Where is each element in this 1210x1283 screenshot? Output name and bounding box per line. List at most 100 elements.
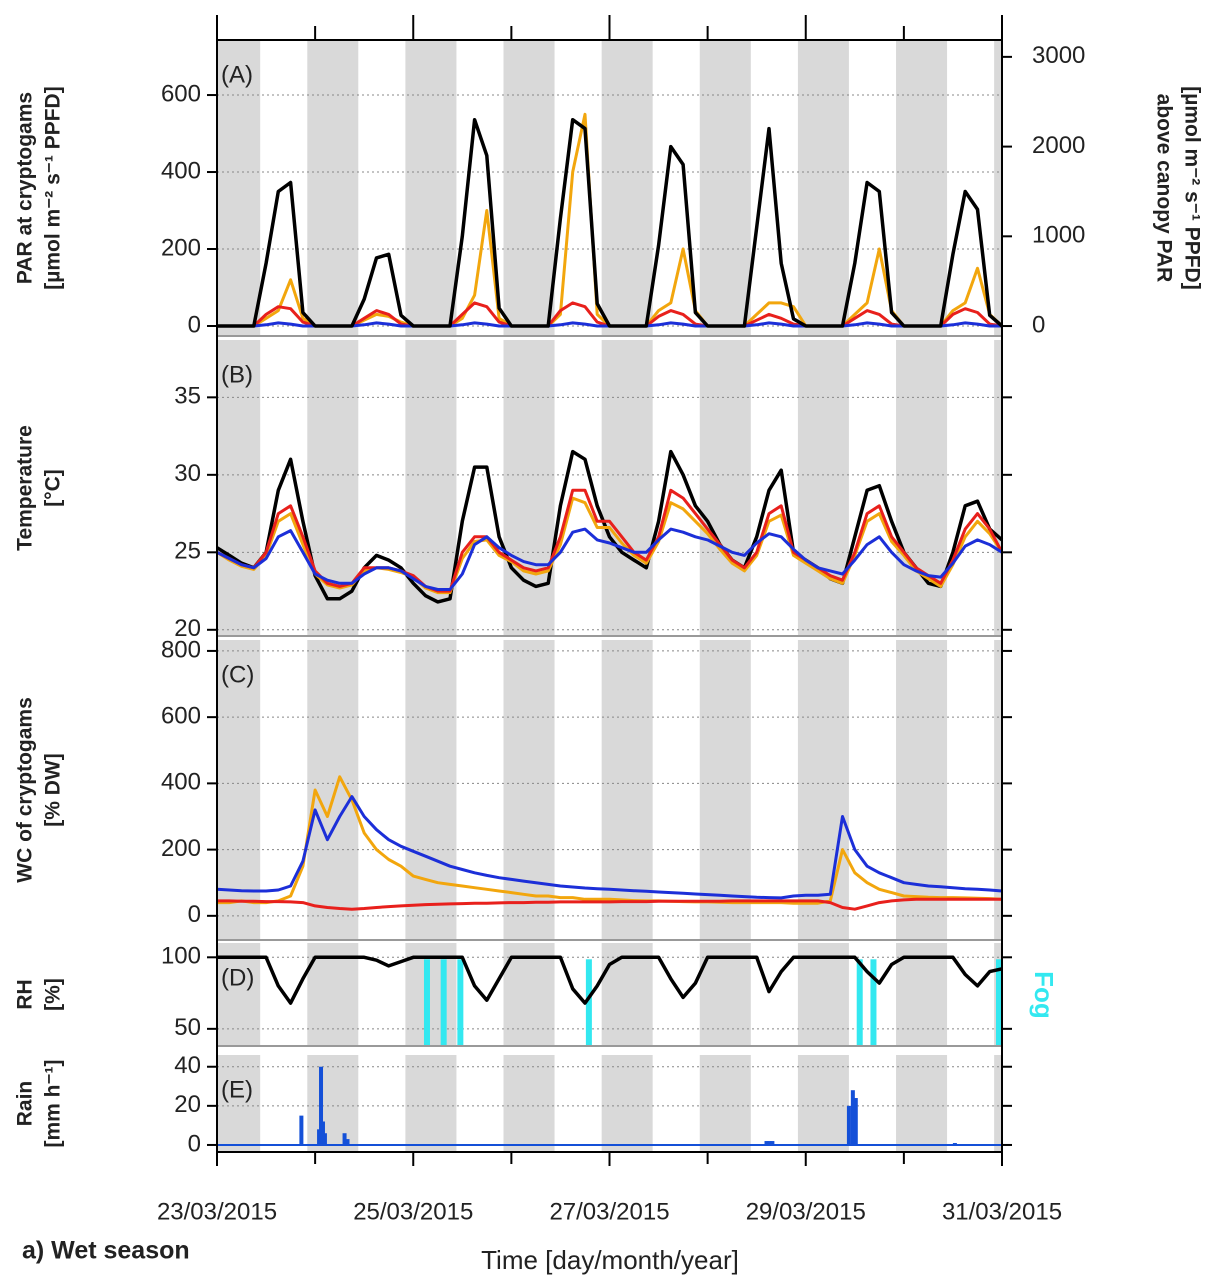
fog-bar [440, 959, 447, 1046]
night-shading [601, 340, 653, 636]
fog-bar [585, 959, 592, 1046]
y-tick-label: 0 [188, 1130, 201, 1157]
night-shading [405, 1055, 457, 1152]
rain-bar [846, 1105, 851, 1145]
night-shading [699, 40, 751, 336]
night-shading [307, 40, 359, 336]
night-shading [503, 1055, 555, 1152]
night-shading [797, 40, 849, 336]
data-line [216, 496, 1004, 595]
night-shading [699, 1055, 751, 1152]
y2-axis-title: above canopy PAR [1152, 94, 1175, 283]
data-line [216, 449, 1004, 604]
y-tick-label: 30 [174, 460, 201, 487]
rain-bar [850, 1090, 855, 1145]
panel-label: (A) [221, 61, 253, 88]
night-shading [896, 640, 948, 940]
night-shading [994, 340, 1002, 636]
y-axis-title: [mm h⁻¹] [42, 1059, 65, 1147]
night-shading [896, 340, 948, 636]
x-tick-label: 27/03/2015 [549, 1198, 669, 1225]
y2-axis-title: [µmol m⁻² s⁻¹ PPFD] [1180, 86, 1203, 289]
y-axis-title: Rain [14, 1081, 37, 1127]
rain-bar [299, 1115, 304, 1145]
data-line [217, 897, 1002, 911]
y-tick-label: 40 [174, 1052, 201, 1079]
y-axis-title: RH [14, 979, 37, 1009]
night-shading [896, 40, 948, 336]
night-shading [797, 640, 849, 940]
night-shading [307, 1055, 359, 1152]
y-tick-label: 100 [161, 943, 201, 970]
fog-bar [996, 959, 1002, 1046]
data-line [216, 795, 1003, 900]
rain-bar [322, 1133, 327, 1145]
y-tick-label: 25 [174, 538, 201, 565]
y2-tick-label: 3000 [1032, 42, 1085, 69]
night-shading [217, 1055, 261, 1152]
rain-bar [345, 1139, 350, 1145]
fog-bar [870, 959, 877, 1046]
night-shading [503, 340, 555, 636]
data-line [217, 955, 1003, 1005]
y-tick-label: 400 [161, 769, 201, 796]
night-shading [217, 40, 261, 336]
rain-bar [342, 1133, 347, 1145]
x-tick-label: 23/03/2015 [157, 1198, 277, 1225]
y-tick-label: 50 [174, 1014, 201, 1041]
y2-tick-label: 0 [1032, 311, 1045, 338]
y-tick-label: 600 [161, 702, 201, 729]
x-tick-label: 31/03/2015 [942, 1198, 1062, 1225]
y-tick-label: 800 [161, 636, 201, 663]
data-line [217, 775, 1003, 905]
y-axis-title: [% DW] [42, 753, 65, 826]
y2-tick-label: 2000 [1032, 132, 1085, 159]
y-tick-label: 200 [161, 835, 201, 862]
rain-bar [319, 1066, 324, 1145]
night-shading [994, 640, 1002, 940]
y-axis-title: [%] [42, 978, 65, 1011]
fog-label: Fog [1029, 971, 1059, 1019]
fog-bar [423, 959, 430, 1046]
rain-bar [764, 1141, 769, 1145]
panel-label: (E) [221, 1076, 253, 1103]
night-shading [405, 640, 457, 940]
y-tick-label: 0 [188, 311, 201, 338]
data-line [216, 527, 1003, 591]
night-shading [699, 340, 751, 636]
night-shading [896, 1055, 948, 1152]
y-tick-label: 35 [174, 383, 201, 410]
y-tick-label: 0 [188, 901, 201, 928]
y-axis-title: Temperature [14, 425, 37, 551]
y-axis-title: WC of cryptogams [14, 697, 37, 883]
fog-bar [856, 959, 863, 1046]
panel-label: (B) [221, 361, 253, 388]
y-axis-title: PAR at cryptogams [14, 92, 37, 284]
figure-caption: a) Wet season [22, 1237, 190, 1265]
night-shading [994, 40, 1002, 336]
panel-label: (C) [221, 661, 254, 688]
night-shading [994, 1055, 1002, 1152]
night-shading [601, 640, 653, 940]
night-shading [797, 340, 849, 636]
night-shading [699, 640, 751, 940]
y-tick-label: 600 [161, 80, 201, 107]
x-axis-title: Time [day/month/year] [481, 1245, 739, 1275]
y-tick-label: 20 [174, 1091, 201, 1118]
y-axis-title: [µmol m⁻² s⁻¹ PPFD] [42, 86, 65, 289]
night-shading [601, 1055, 653, 1152]
rain-bar [767, 1141, 772, 1145]
night-shading [405, 40, 457, 336]
fog-bar [457, 959, 464, 1046]
night-shading [503, 40, 555, 336]
night-shading [601, 40, 653, 336]
y-tick-label: 200 [161, 234, 201, 261]
y-axis-title: [°C] [42, 469, 65, 507]
y-tick-label: 20 [174, 615, 201, 642]
data-line [217, 117, 1004, 328]
rain-bar [853, 1098, 858, 1145]
panel-label: (D) [221, 964, 254, 991]
y2-tick-label: 1000 [1032, 222, 1085, 249]
night-shading [797, 1055, 849, 1152]
